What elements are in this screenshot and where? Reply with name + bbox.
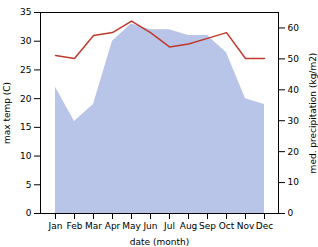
svg-text:Jan: Jan [48, 221, 63, 231]
svg-text:Aug: Aug [180, 221, 198, 231]
svg-text:med. precipitation (kg/m2): med. precipitation (kg/m2) [308, 53, 318, 174]
svg-text:50: 50 [288, 54, 300, 64]
svg-text:30: 30 [20, 36, 32, 46]
svg-text:10: 10 [20, 151, 32, 161]
svg-text:10: 10 [288, 177, 300, 187]
svg-text:Dec: Dec [256, 221, 273, 231]
svg-text:15: 15 [20, 122, 31, 132]
svg-text:Oct: Oct [219, 221, 235, 231]
svg-text:Sep: Sep [199, 221, 216, 231]
svg-text:May: May [122, 221, 141, 231]
svg-text:Apr: Apr [105, 221, 121, 231]
svg-text:20: 20 [20, 94, 32, 104]
svg-text:60: 60 [288, 23, 300, 33]
svg-text:20: 20 [288, 147, 300, 157]
svg-text:Jun: Jun [142, 221, 157, 231]
svg-text:Mar: Mar [85, 221, 102, 231]
svg-text:35: 35 [20, 7, 31, 17]
svg-text:max temp (C): max temp (C) [2, 82, 12, 144]
svg-text:Nov: Nov [237, 221, 255, 231]
svg-text:0: 0 [26, 208, 32, 218]
svg-text:0: 0 [288, 208, 294, 218]
svg-text:Jul: Jul [163, 221, 175, 231]
svg-text:date (month): date (month) [130, 237, 189, 247]
svg-text:Feb: Feb [67, 221, 83, 231]
svg-text:5: 5 [26, 180, 32, 190]
svg-text:30: 30 [288, 116, 300, 126]
svg-text:40: 40 [288, 85, 300, 95]
svg-text:25: 25 [20, 65, 31, 75]
